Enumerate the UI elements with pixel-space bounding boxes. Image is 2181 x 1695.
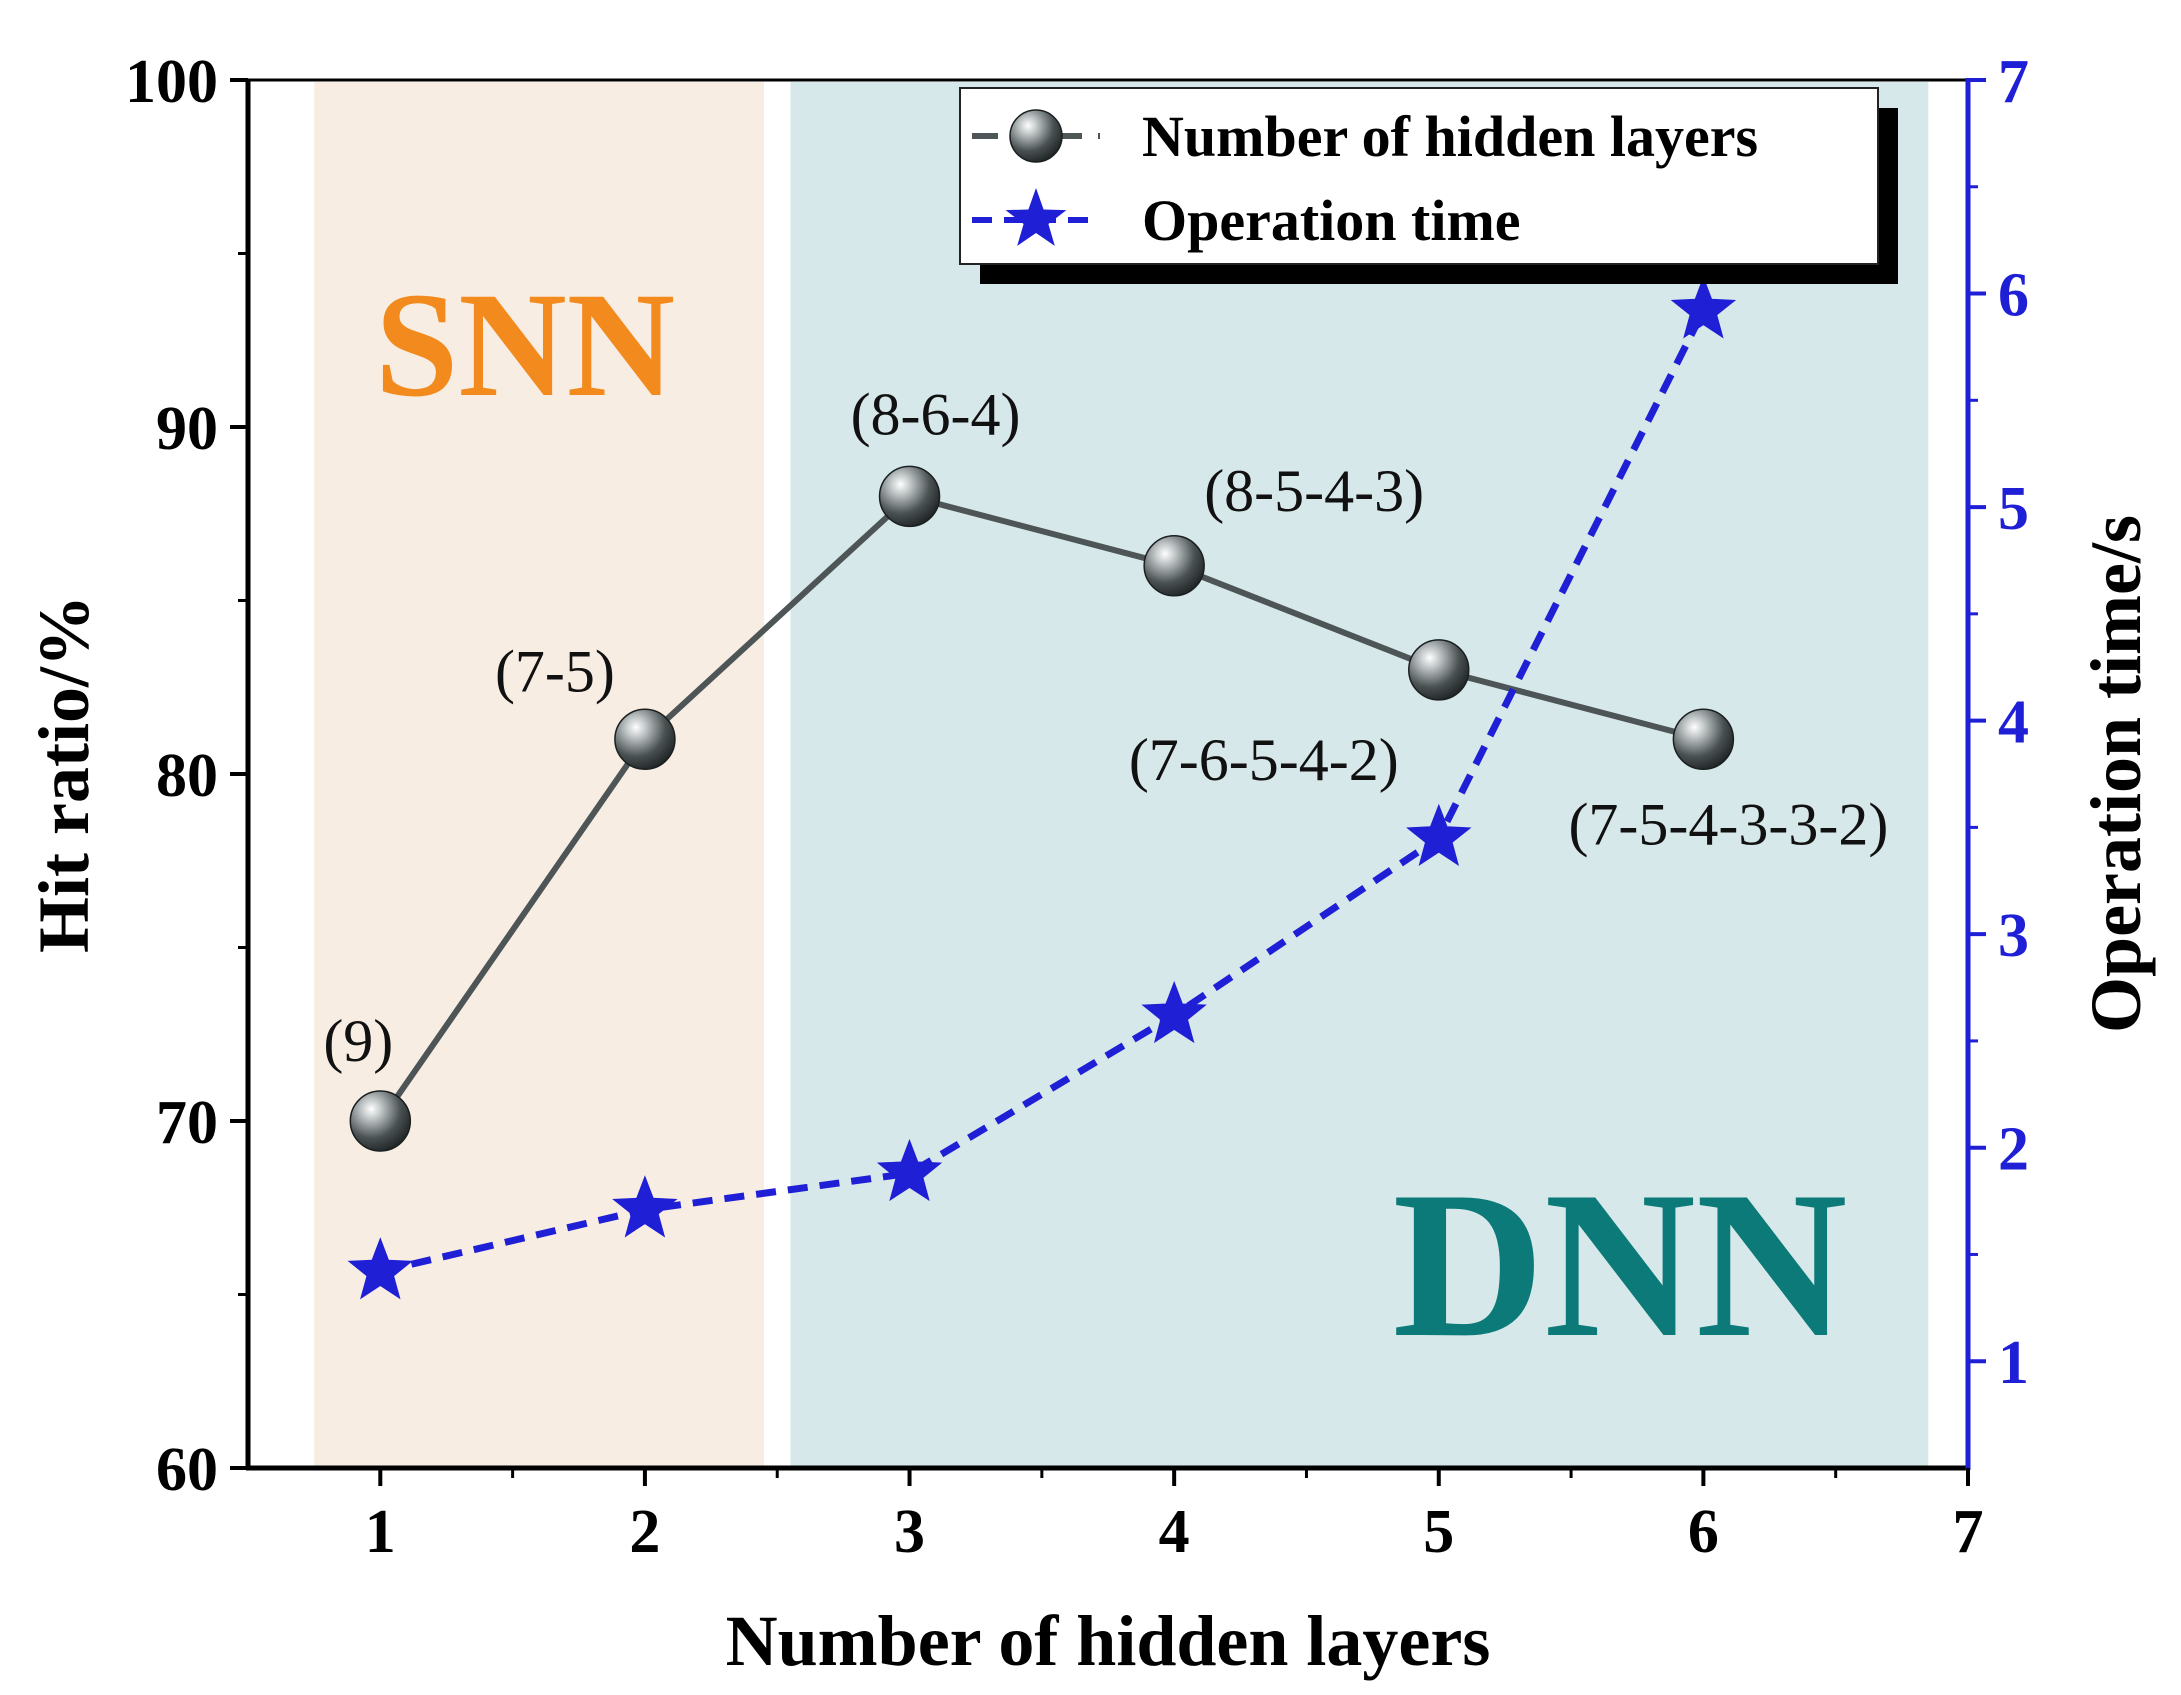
series-line-0 bbox=[377, 493, 1705, 1123]
region-label-snn: SNN bbox=[375, 262, 675, 428]
x-tick-label: 6 bbox=[1688, 1498, 1719, 1566]
series-layer bbox=[347, 276, 1737, 1300]
legend-label: Number of hidden layers bbox=[1142, 104, 1758, 169]
point-label: (8-6-4) bbox=[851, 381, 1021, 447]
y-right-tick-label: 1 bbox=[1998, 1329, 2029, 1397]
x-tick-label: 7 bbox=[1953, 1498, 1984, 1566]
y-left-tick-label: 60 bbox=[156, 1436, 218, 1504]
data-point-operation-time bbox=[1406, 803, 1472, 866]
y-left-tick-label: 80 bbox=[156, 742, 218, 810]
y-right-tick-label: 6 bbox=[1998, 262, 2029, 330]
regions-layer bbox=[314, 82, 1929, 1467]
data-point-hit-ratio bbox=[1143, 535, 1205, 597]
region-label-dnn: DNN bbox=[1393, 1149, 1848, 1381]
y-left-tick-label: 90 bbox=[156, 395, 218, 463]
series-line-1 bbox=[379, 309, 1707, 1275]
data-point-hit-ratio bbox=[878, 465, 941, 528]
y-axis-left-title: Hit ratio/% bbox=[24, 595, 104, 953]
axes-layer: 60 70 80 90 100 1 2 3 4 5 6 7 1 2 3 4 5 6 7 Number of hidde… bbox=[24, 48, 2156, 1681]
x-axis-title: Number of hidden layers bbox=[726, 1601, 1491, 1681]
legend-marker-hit-ratio bbox=[1009, 109, 1063, 163]
data-point-operation-time bbox=[612, 1175, 678, 1238]
point-label: (7-5-4-3-3-2) bbox=[1568, 791, 1888, 857]
x-tick-label: 2 bbox=[629, 1498, 660, 1566]
region-dnn bbox=[790, 82, 1929, 1467]
data-point-operation-time bbox=[1670, 276, 1737, 339]
y-axis-right-title: Operation time/s bbox=[2076, 515, 2156, 1033]
data-point-hit-ratio bbox=[1672, 708, 1735, 771]
legend: Number of hidden layers Operation time bbox=[959, 87, 1898, 284]
y-right-tick-label: 5 bbox=[1998, 475, 2029, 543]
legend-marker-operation-time bbox=[1005, 188, 1067, 246]
labels-layer: SNN DNN (9) (7-5) (8-6-4) (8-5-4-3) (7-6-5-4-2… bbox=[323, 262, 1888, 1381]
x-tick-label: 5 bbox=[1423, 1498, 1454, 1566]
data-point-hit-ratio bbox=[1408, 639, 1470, 701]
data-point-operation-time bbox=[876, 1138, 943, 1202]
y-left-tick-label: 70 bbox=[156, 1089, 218, 1157]
point-label: (9) bbox=[323, 1008, 393, 1074]
point-label: (8-5-4-3) bbox=[1204, 458, 1424, 524]
data-point-operation-time bbox=[347, 1237, 414, 1300]
y-right-tick-label: 4 bbox=[1998, 689, 2029, 757]
x-tick-label: 4 bbox=[1159, 1498, 1190, 1566]
y-right-tick-label: 2 bbox=[1998, 1116, 2029, 1184]
x-tick-label: 3 bbox=[894, 1498, 925, 1566]
data-point-hit-ratio bbox=[614, 708, 676, 771]
data-point-operation-time bbox=[1141, 980, 1207, 1044]
y-right-tick-label: 7 bbox=[1998, 48, 2029, 116]
x-tick-label: 1 bbox=[365, 1498, 396, 1566]
point-label: (7-5) bbox=[495, 638, 615, 704]
legend-label: Operation time bbox=[1142, 188, 1521, 253]
point-label: (7-6-5-4-2) bbox=[1129, 727, 1399, 793]
y-left-tick-label: 100 bbox=[125, 48, 218, 116]
data-point-hit-ratio bbox=[349, 1090, 412, 1152]
y-right-tick-label: 3 bbox=[1998, 902, 2029, 970]
legend-box bbox=[959, 87, 1879, 265]
